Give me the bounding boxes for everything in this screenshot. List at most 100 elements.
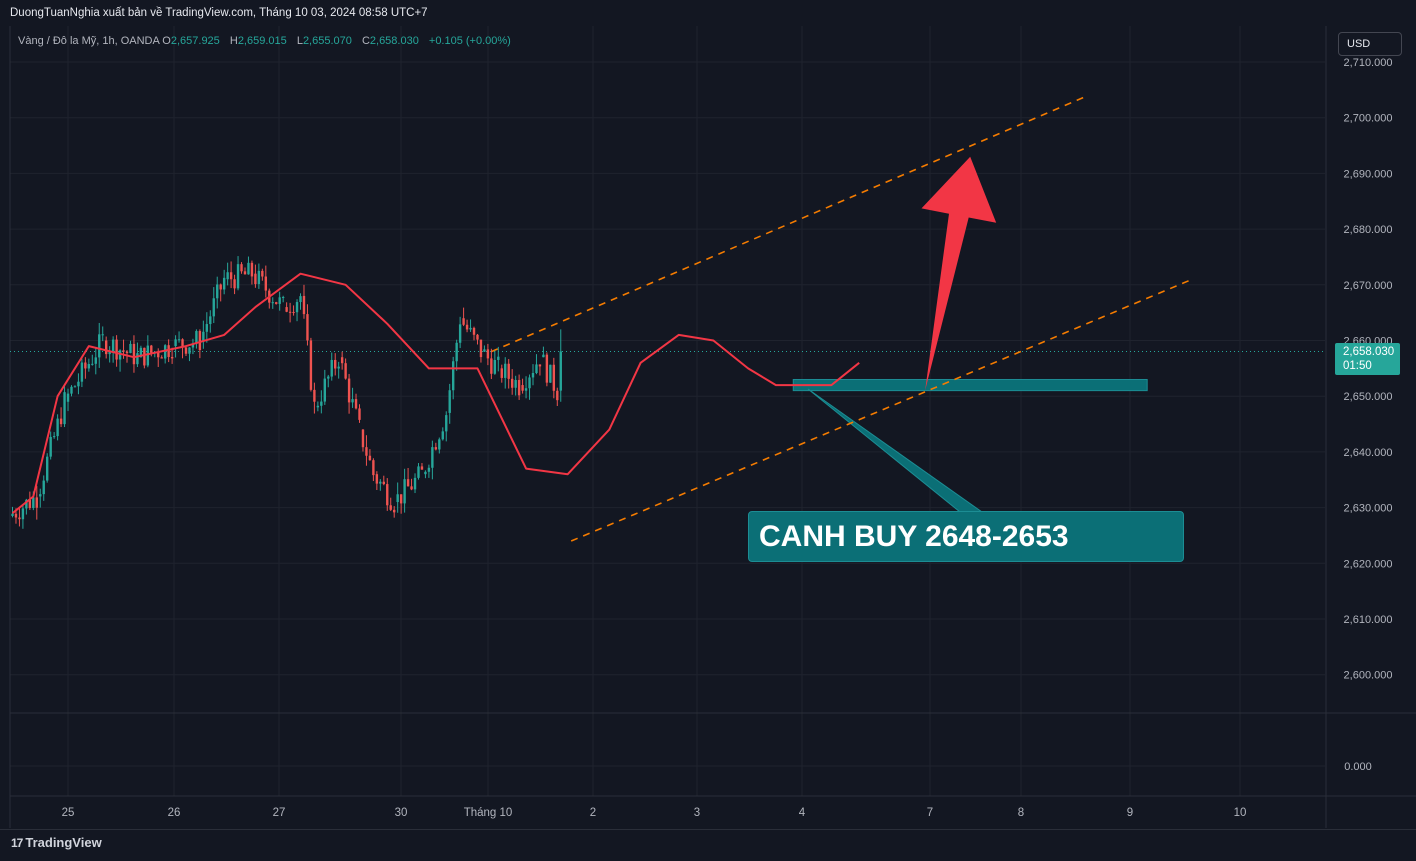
candle-body xyxy=(445,415,448,432)
candle-body xyxy=(21,508,25,520)
candle-body xyxy=(406,479,410,487)
y-tick-label: 2,690.000 xyxy=(1344,168,1393,180)
currency-button[interactable]: USD xyxy=(1338,32,1402,56)
candle-body xyxy=(122,350,125,352)
candle-body xyxy=(465,324,469,330)
bar-countdown: 01:50 xyxy=(1343,360,1372,372)
candle-body xyxy=(323,378,326,402)
buy-zone-note[interactable]: CANH BUY 2648-2653 xyxy=(748,511,1184,562)
candle-body xyxy=(104,340,108,355)
candle-body xyxy=(111,339,115,351)
candle-body xyxy=(63,392,66,425)
open-label: O xyxy=(162,35,171,47)
candle-body xyxy=(340,357,344,364)
candle-body xyxy=(493,359,497,374)
candle-body xyxy=(393,509,396,513)
candle-body xyxy=(42,480,45,495)
candle-body xyxy=(552,364,556,391)
current-price-tag: 2,658.030 01:50 xyxy=(1335,343,1400,375)
candle-body xyxy=(28,499,32,508)
candle-body xyxy=(417,466,420,478)
publish-info: DuongTuanNghia xuất bản về TradingView.c… xyxy=(10,7,428,19)
candle-body xyxy=(143,347,146,366)
candle-body xyxy=(84,362,87,369)
candle-body xyxy=(521,385,524,391)
candle-body xyxy=(517,380,521,396)
tradingview-logo-icon: 17 xyxy=(11,836,23,850)
up-arrow[interactable] xyxy=(921,156,997,391)
candle-body xyxy=(243,271,247,275)
candle-body xyxy=(469,327,472,330)
candle-body xyxy=(438,439,441,450)
grid-lines xyxy=(10,26,1325,796)
y-tick-label: 2,630.000 xyxy=(1344,503,1393,515)
candle-body xyxy=(264,276,268,291)
time-axis[interactable]: 25 26 27 30 Tháng 10 2 3 4 7 8 9 10 xyxy=(62,807,1247,819)
candle-body xyxy=(344,363,347,379)
x-tick-label: 4 xyxy=(799,807,806,819)
candle-body xyxy=(382,481,385,485)
candle-body xyxy=(80,362,84,382)
y-tick-label: 2,620.000 xyxy=(1344,558,1393,570)
candle-body xyxy=(101,334,104,336)
candle-body xyxy=(195,331,198,344)
candle-body xyxy=(292,311,295,313)
candle-body xyxy=(222,277,226,290)
candle-body xyxy=(386,484,389,506)
candle-body xyxy=(87,364,91,369)
symbol-name: Vàng / Đô la Mỹ, 1h, OANDA xyxy=(18,35,160,47)
candle-body xyxy=(132,343,136,365)
candle-body xyxy=(150,345,153,353)
candle-body xyxy=(313,389,316,402)
candle-body xyxy=(98,334,101,358)
callout-pointer xyxy=(807,388,984,513)
candle-body xyxy=(399,494,403,504)
candle-body xyxy=(129,343,132,353)
candle-body xyxy=(462,318,465,325)
price-axis[interactable]: 2,710.000 2,700.000 2,690.000 2,680.000 2,67… xyxy=(1344,57,1393,773)
candle-body xyxy=(309,340,313,390)
tradingview-logo[interactable]: 17 TradingView xyxy=(11,835,102,850)
candle-body xyxy=(32,497,35,508)
price-channel[interactable] xyxy=(491,94,1193,542)
x-tick-label: 25 xyxy=(62,807,75,819)
candle-body xyxy=(202,331,205,341)
ma-line xyxy=(11,272,860,514)
candle-body xyxy=(545,354,549,383)
candle-body xyxy=(46,456,49,481)
price-chart[interactable]: 2,710.000 2,700.000 2,690.000 2,680.000 2,67… xyxy=(0,26,1416,829)
candle-body xyxy=(288,311,292,313)
close-value: 2,658.030 xyxy=(369,35,419,47)
x-tick-label: 26 xyxy=(168,807,181,819)
chart-frame[interactable]: 2,710.000 2,700.000 2,690.000 2,680.000 2,67… xyxy=(0,26,1416,861)
candle-body xyxy=(108,350,111,355)
candle-body xyxy=(368,455,372,461)
y-tick-label: 2,600.000 xyxy=(1344,670,1393,682)
close-label: C xyxy=(361,35,370,47)
candle-body xyxy=(118,350,122,360)
header-bar: DuongTuanNghia xuất bản về TradingView.c… xyxy=(0,0,1416,26)
candle-body xyxy=(514,380,517,388)
candle-body xyxy=(538,364,542,367)
candle-body xyxy=(240,264,243,272)
candle-body xyxy=(483,349,486,352)
candle-body xyxy=(351,399,354,403)
x-tick-label: 10 xyxy=(1234,807,1247,819)
symbol-legend[interactable]: Vàng / Đô la Mỹ, 1h, OANDA O2,657.925 H2… xyxy=(18,35,518,47)
candle-body xyxy=(216,284,219,299)
candle-body xyxy=(167,345,170,357)
x-tick-label: 8 xyxy=(1018,807,1024,819)
candle-body xyxy=(497,356,500,360)
candle-body xyxy=(212,298,215,317)
candle-body xyxy=(451,361,455,391)
candle-body xyxy=(261,270,264,277)
high-value: 2,659.015 xyxy=(237,35,287,47)
buy-zone[interactable] xyxy=(792,378,1148,392)
candle-body xyxy=(510,378,514,388)
candle-body xyxy=(209,316,212,325)
candle-body xyxy=(458,324,462,343)
candle-body xyxy=(188,347,191,354)
candle-body xyxy=(191,343,195,348)
candle-body xyxy=(306,314,309,341)
candle-body xyxy=(531,373,535,378)
